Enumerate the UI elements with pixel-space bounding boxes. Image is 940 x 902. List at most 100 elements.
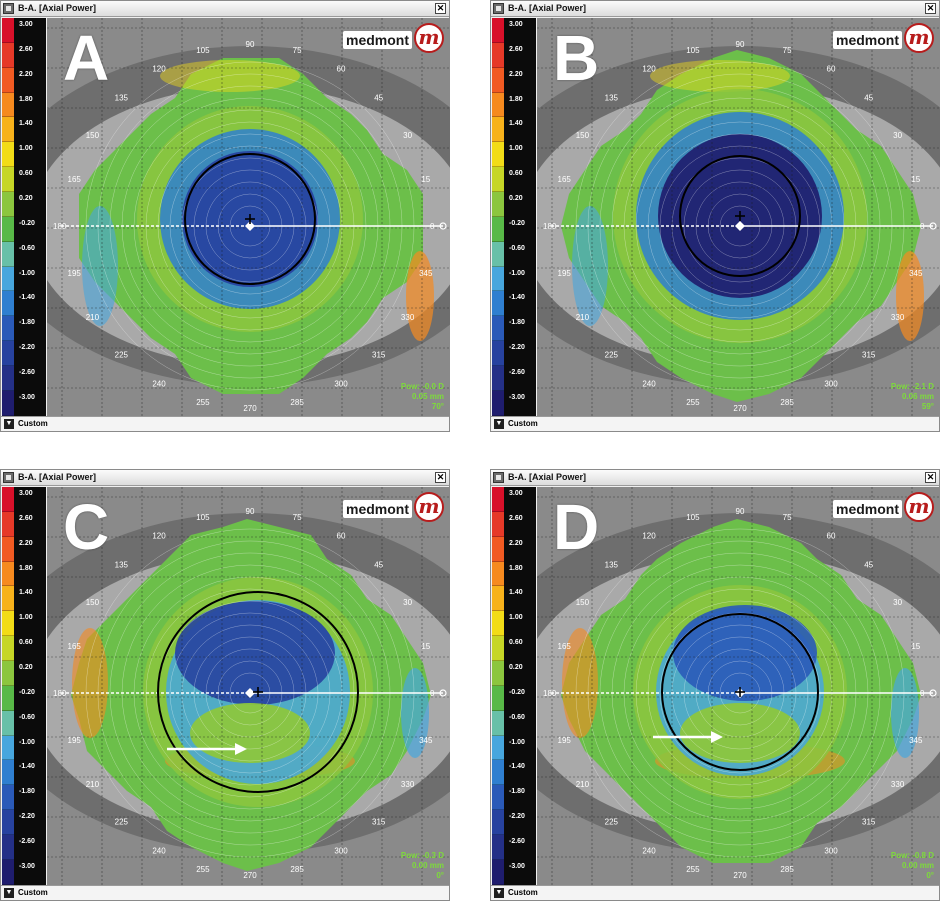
scale-swatch <box>492 536 504 562</box>
scale-label: 2.60 <box>16 45 46 71</box>
scale-row: 1.00 <box>2 142 46 171</box>
warm-edge <box>562 628 598 738</box>
scale-label: 2.20 <box>506 539 536 565</box>
angle-label: 150 <box>576 598 590 607</box>
close-icon[interactable]: ✕ <box>925 3 936 14</box>
angle-label: 240 <box>642 380 656 389</box>
angle-label: 270 <box>243 404 257 413</box>
scale-label: -0.20 <box>16 688 46 714</box>
angle-label: 150 <box>86 598 100 607</box>
angle-label: 15 <box>421 175 430 184</box>
app-icon <box>3 472 14 483</box>
scale-swatch <box>492 735 504 761</box>
arrow-head <box>235 743 247 755</box>
scale-mode-label[interactable]: Custom <box>508 888 538 897</box>
angle-label: 15 <box>911 175 920 184</box>
angle-label: 345 <box>419 269 433 278</box>
close-icon[interactable]: ✕ <box>925 472 936 483</box>
angle-label: 45 <box>374 560 383 569</box>
scale-swatch <box>492 167 504 192</box>
angle-label: 315 <box>372 818 386 827</box>
angle-label: 225 <box>115 818 129 827</box>
angle-label: 330 <box>891 313 905 322</box>
scale-swatch <box>2 167 14 192</box>
scale-swatch <box>492 341 504 366</box>
dropdown-arrow-icon[interactable]: ▼ <box>494 419 504 429</box>
scale-swatch <box>2 316 14 342</box>
scale-label: 0.60 <box>16 170 46 195</box>
scale-swatch <box>492 561 504 587</box>
scale-label: 3.00 <box>16 490 46 515</box>
scale-swatch <box>2 142 14 168</box>
scale-swatch <box>2 18 14 43</box>
scale-swatch <box>492 611 504 637</box>
close-icon[interactable]: ✕ <box>435 472 446 483</box>
scale-swatch <box>2 710 14 736</box>
angle-label: 90 <box>246 507 255 516</box>
logo-text: medmont <box>343 31 412 49</box>
panel-letter: A <box>63 22 110 94</box>
scale-label: -1.40 <box>16 294 46 320</box>
scale-row: -1.40 <box>492 291 536 320</box>
scale-label: 1.00 <box>506 145 536 171</box>
scale-row: -0.60 <box>492 241 536 270</box>
treatment-zone <box>175 601 335 705</box>
angle-label: 75 <box>293 46 302 55</box>
angle-label: 330 <box>401 780 415 789</box>
scale-row: 1.00 <box>492 611 536 640</box>
logo-mark-icon: m <box>904 492 934 522</box>
scale-row: -1.80 <box>2 785 46 814</box>
scale-swatch <box>492 117 504 143</box>
angle-label: 225 <box>605 818 619 827</box>
scale-label: -1.00 <box>16 738 46 764</box>
dropdown-arrow-icon[interactable]: ▼ <box>4 888 14 898</box>
scale-label: -0.20 <box>506 688 536 714</box>
medmont-logo: medmont m <box>336 22 446 53</box>
scale-swatch <box>2 859 14 885</box>
scale-swatch <box>492 586 504 612</box>
scale-row: -3.00 <box>492 390 536 419</box>
scale-mode-label[interactable]: Custom <box>18 888 48 897</box>
scale-row: -2.20 <box>492 341 536 369</box>
angle-label: 315 <box>862 818 876 827</box>
scale-swatch <box>492 191 504 217</box>
scale-swatch <box>492 316 504 342</box>
angle-label: 30 <box>403 598 412 607</box>
scale-row: -2.20 <box>2 341 46 369</box>
angle-label: 135 <box>605 93 619 102</box>
angle-label: 105 <box>196 46 210 55</box>
scale-swatch <box>2 266 14 292</box>
central-green <box>680 703 800 763</box>
dropdown-arrow-icon[interactable]: ▼ <box>494 888 504 898</box>
scale-row: -2.20 <box>2 810 46 838</box>
scale-row: 0.20 <box>492 191 536 220</box>
scale-row: 2.60 <box>492 511 536 540</box>
scale-label: -1.00 <box>506 269 536 295</box>
scale-row: -3.00 <box>2 390 46 419</box>
angle-label: 60 <box>827 531 836 540</box>
scale-row: 2.20 <box>492 536 536 565</box>
dropdown-arrow-icon[interactable]: ▼ <box>4 419 14 429</box>
scale-row: -3.00 <box>492 859 536 888</box>
distance-readout: 0.00 mm <box>901 861 934 870</box>
scale-label: -2.60 <box>16 368 46 394</box>
scale-swatch <box>2 487 14 512</box>
scale-row: 0.20 <box>492 660 536 689</box>
angle-label: 255 <box>196 398 210 407</box>
scale-label: -1.00 <box>16 269 46 295</box>
scale-label: 1.80 <box>16 564 46 590</box>
vertex-marker <box>245 688 255 698</box>
scale-mode-label[interactable]: Custom <box>18 419 48 428</box>
angle-label: 210 <box>576 780 590 789</box>
logo-text: medmont <box>833 31 902 49</box>
close-icon[interactable]: ✕ <box>435 3 446 14</box>
panel-d: B-A. [Axial Power] ✕ 3.00 2.60 2.20 1.80 1.40 1… <box>490 469 940 901</box>
angle-label: 285 <box>290 865 304 874</box>
scale-swatch <box>492 241 504 267</box>
angle-label: 180 <box>53 222 67 231</box>
scale-mode-label[interactable]: Custom <box>508 419 538 428</box>
scale-label: -2.60 <box>16 837 46 863</box>
angle-label: 75 <box>783 513 792 522</box>
scale-row: -0.20 <box>2 216 46 245</box>
scale-row: 1.80 <box>2 92 46 121</box>
